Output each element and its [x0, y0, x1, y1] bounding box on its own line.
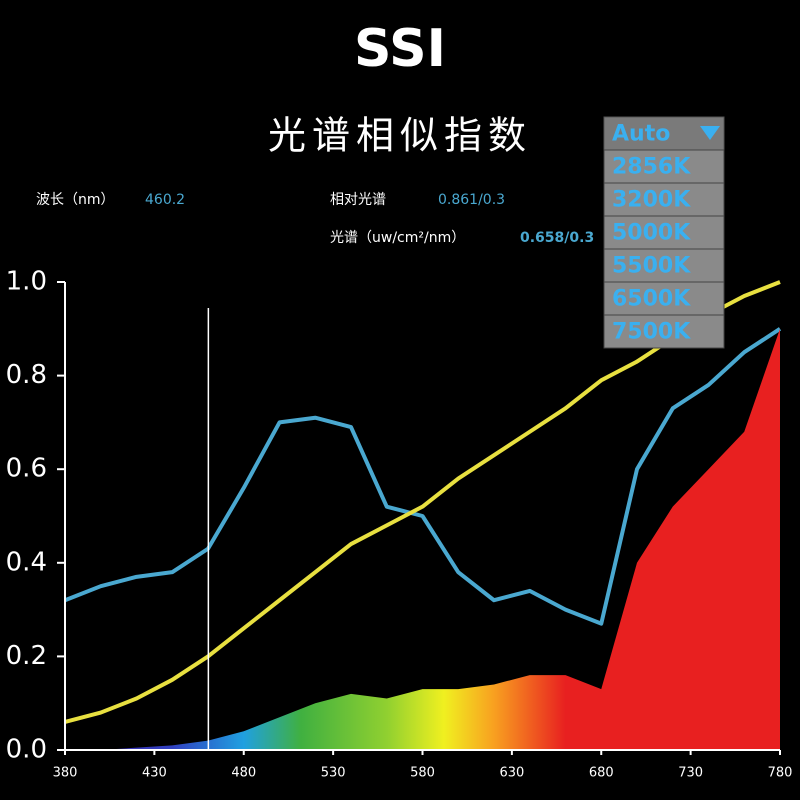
- x-tick-label: 730: [678, 766, 703, 781]
- x-tick-label: 630: [499, 766, 524, 781]
- dropdown-option[interactable]: [603, 314, 725, 349]
- spectrum-area: [65, 328, 780, 750]
- readout-label: 波长（nm）: [36, 192, 115, 208]
- x-tick-label: 530: [321, 766, 346, 781]
- dropdown-option-label[interactable]: 3200K: [612, 188, 691, 213]
- y-tick-label: 1.0: [6, 267, 47, 297]
- dropdown-option[interactable]: [603, 182, 725, 217]
- dropdown-option-label[interactable]: 5500K: [612, 254, 691, 279]
- spectrum-line: [64, 327, 782, 626]
- dropdown-option[interactable]: [603, 149, 725, 184]
- plot: 0.0 0.2 0.4 0.6 0.8 1.0 380 430 480 530 580 630 680 7…: [6, 267, 793, 781]
- x-tick-label: 780: [768, 766, 793, 781]
- dropdown-option[interactable]: [603, 281, 725, 316]
- x-tick-label: 580: [410, 766, 435, 781]
- dropdown-option-label[interactable]: 2856K: [612, 155, 691, 180]
- readout-value: 460.2: [145, 192, 185, 208]
- dropdown[interactable]: Auto 2856K 3200K 5000K 5500K 6500K 7500K: [603, 116, 725, 349]
- y-tick-label: 0.4: [6, 547, 47, 577]
- dropdown-selected-label[interactable]: Auto: [612, 122, 670, 147]
- dropdown-option-label[interactable]: 7500K: [612, 320, 691, 345]
- dropdown-option-label[interactable]: 5000K: [612, 221, 691, 246]
- dropdown-option-label[interactable]: 6500K: [612, 287, 691, 312]
- y-tick-label: 0.6: [6, 454, 47, 484]
- x-tick-label: 680: [589, 766, 614, 781]
- y-tick-label: 0.8: [6, 360, 47, 390]
- dropdown-option[interactable]: [603, 215, 725, 250]
- x-tick-label: 480: [231, 766, 256, 781]
- y-tick-label: 0.2: [6, 641, 47, 671]
- x-tick-label: 430: [142, 766, 167, 781]
- dropdown-arrow[interactable]: [700, 126, 720, 140]
- subtitle: 光谱相似指数: [268, 114, 532, 158]
- readout-value: 0.861/0.3: [438, 192, 505, 208]
- title: SSI: [354, 19, 446, 79]
- readout-label: 相对光谱: [330, 192, 386, 208]
- readout-label: 光谱（uw/cm²/nm）: [330, 230, 465, 246]
- dropdown-option[interactable]: [603, 248, 725, 283]
- readout-value: 0.658/0.3: [520, 230, 594, 246]
- x-tick-label: 380: [53, 766, 78, 781]
- y-tick-label: 0.0: [6, 735, 47, 765]
